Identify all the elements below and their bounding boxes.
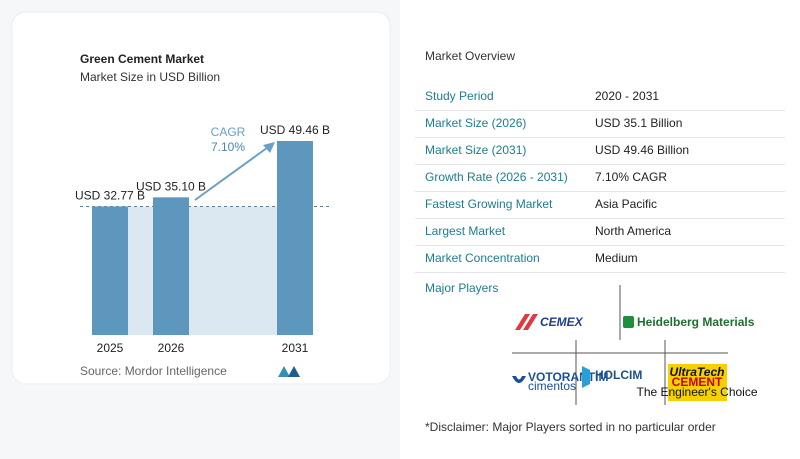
logo-grid — [512, 285, 728, 405]
cemex-mark — [515, 314, 538, 330]
chart-subtitle: Market Size in USD Billion — [80, 70, 220, 84]
row-value: 2020 - 2031 — [595, 89, 659, 103]
row-label: Market Size (2031) — [425, 143, 526, 157]
row-value: North America — [595, 224, 671, 238]
overview-panel — [400, 0, 800, 459]
player-logo: CEMENT — [672, 375, 723, 389]
player-logo: HOLCIM — [595, 368, 642, 382]
value-label: USD 35.10 B — [136, 179, 206, 193]
cagr-arrow — [194, 144, 272, 201]
x-tick-label: 2026 — [158, 341, 185, 355]
bar — [92, 206, 128, 335]
row-label: Market Size (2026) — [425, 116, 526, 130]
cagr-value: 7.10% — [211, 140, 245, 154]
row-value: USD 35.1 Billion — [595, 116, 682, 130]
row-label: Fastest Growing Market — [425, 197, 553, 211]
players-title: Major Players — [425, 281, 498, 295]
row-value: Asia Pacific — [595, 197, 657, 211]
ultratech-box — [668, 364, 727, 401]
value-label: USD 32.77 B — [75, 189, 145, 203]
player-logo: CEMEX — [540, 315, 584, 329]
row-value: Medium — [595, 251, 638, 265]
player-logo: UltraTech — [670, 365, 725, 379]
holcim-mark — [582, 366, 590, 388]
player-logo: The Engineer's Choice — [636, 385, 757, 399]
row-label: Largest Market — [425, 224, 506, 238]
row-label: Market Concentration — [425, 251, 540, 265]
bar — [277, 141, 313, 335]
disclaimer: *Disclaimer: Major Players sorted in no … — [425, 420, 716, 434]
row-label: Growth Rate (2026 - 2031) — [425, 170, 568, 184]
source: Source: Mordor Intelligence — [80, 364, 227, 378]
x-tick-label: 2031 — [282, 341, 309, 355]
overview-title: Market Overview — [425, 49, 515, 63]
player-logo: cimentos — [528, 379, 576, 393]
cagr-label: CAGR — [211, 125, 246, 139]
chart-title: Green Cement Market — [80, 52, 204, 66]
player-logo: Heidelberg Materials — [637, 315, 755, 329]
votorantim-mark — [512, 376, 526, 383]
value-label: USD 49.46 B — [260, 123, 330, 137]
bar — [153, 197, 189, 335]
x-tick-label: 2025 — [97, 341, 124, 355]
row-value: 7.10% CAGR — [595, 170, 667, 184]
heidelberg-mark — [623, 316, 634, 328]
row-label: Study Period — [425, 89, 494, 103]
row-value: USD 49.46 Billion — [595, 143, 689, 157]
brand-logo — [278, 366, 300, 377]
cagr-arrowhead — [263, 142, 275, 153]
